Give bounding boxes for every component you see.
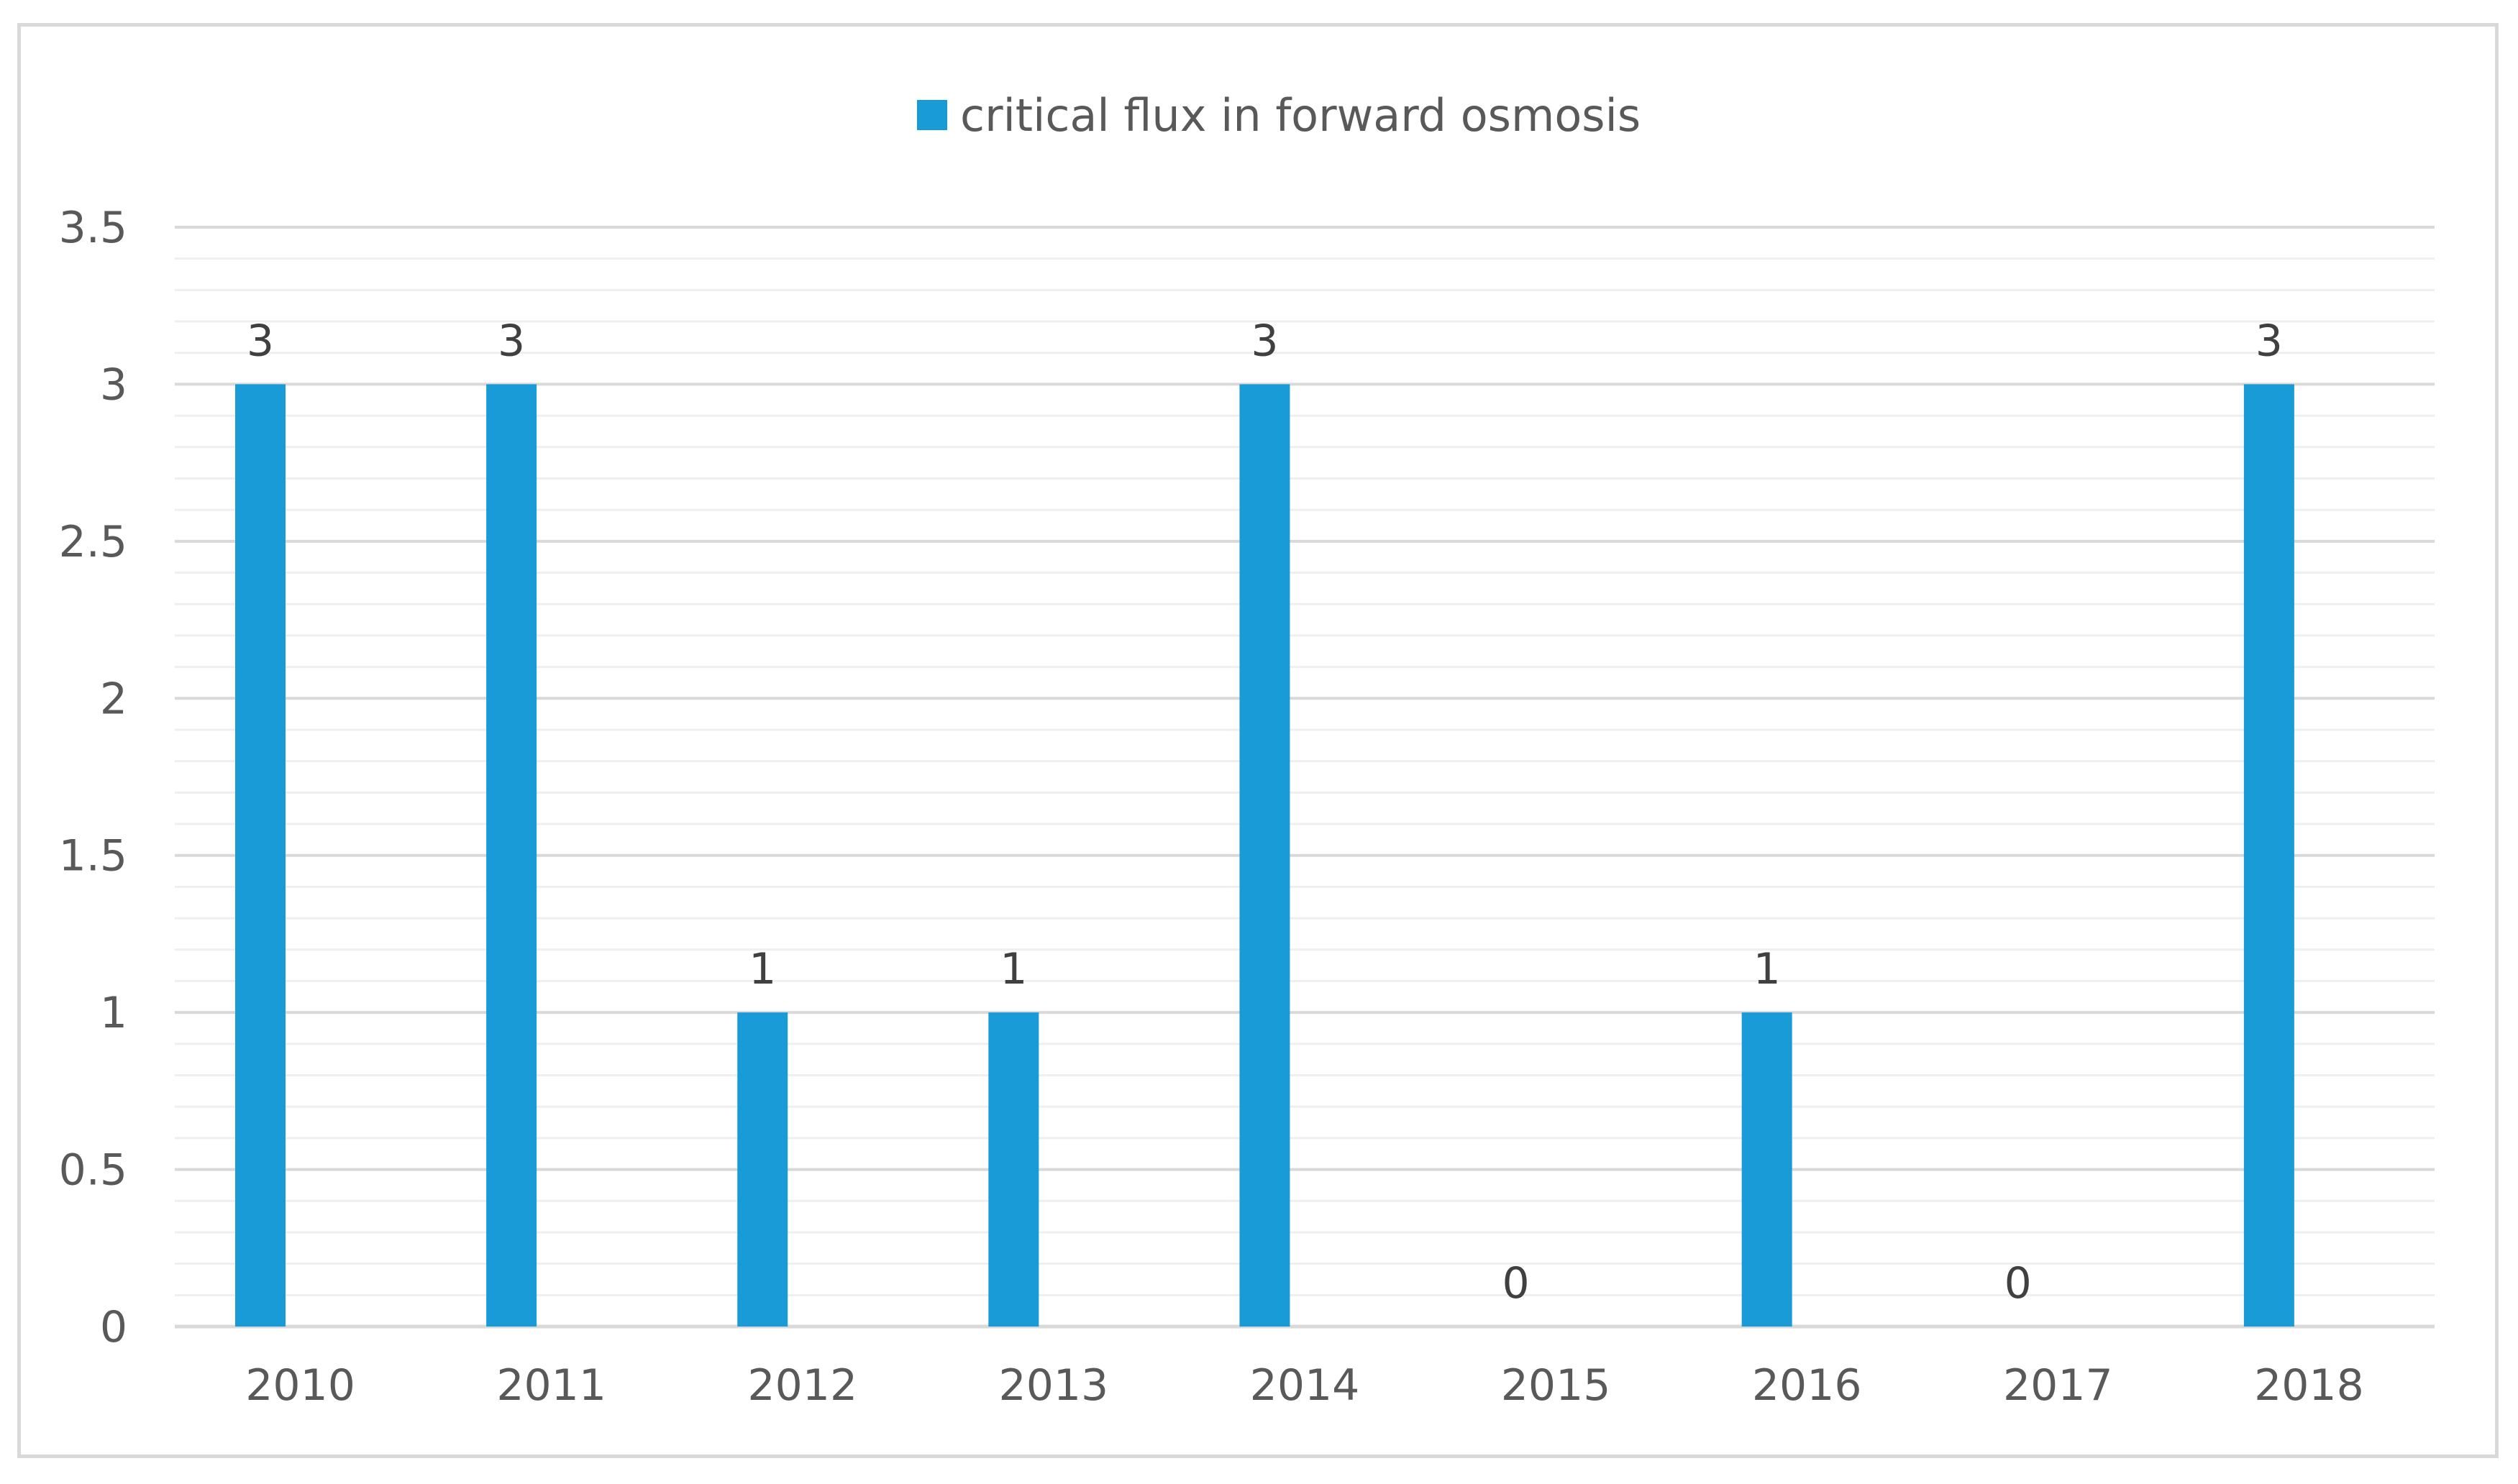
bar-2014 [1239,384,1290,1327]
data-label-2013: 1 [1000,944,1027,994]
data-labels: 3 3 1 1 3 0 1 0 3 [247,316,2283,1309]
data-label-2018: 3 [2255,316,2283,366]
x-axis-tick-labels: 2010 2011 2012 2013 2014 2015 2016 2017 2018 [245,1360,2364,1411]
x-tick-label-2015: 2015 [1501,1360,1611,1411]
y-tick-label: 2.5 [59,517,127,567]
bar-2011 [486,384,537,1327]
legend-label-critical-flux: critical flux in forward osmosis [960,89,1641,142]
x-tick-label-2018: 2018 [2254,1360,2364,1411]
y-tick-label: 0 [100,1302,127,1352]
x-tick-label-2012: 2012 [747,1360,857,1411]
bar-2016 [1741,1012,1792,1327]
y-tick-label: 3.5 [59,203,127,253]
y-axis-tick-labels: 0 0.5 1 1.5 2 2.5 3 3.5 [59,203,127,1352]
data-label-2017: 0 [2004,1258,2032,1309]
bar-2010 [235,384,286,1327]
data-label-2011: 3 [498,316,525,366]
bar-2018 [2243,384,2294,1327]
legend: critical flux in forward osmosis [917,89,1641,142]
bar-2012 [737,1012,788,1327]
y-tick-label: 1.5 [59,831,127,881]
major-gridlines [175,226,2435,1329]
y-tick-label: 1 [100,988,127,1038]
legend-swatch-critical-flux [917,100,947,130]
x-tick-label-2011: 2011 [496,1360,606,1411]
x-tick-label-2017: 2017 [2003,1360,2113,1411]
x-tick-label-2010: 2010 [245,1360,355,1411]
data-label-2010: 3 [247,316,274,366]
data-label-2014: 3 [1251,316,1278,366]
y-tick-label: 0.5 [59,1145,127,1196]
data-label-2015: 0 [1502,1258,1529,1309]
data-label-2012: 1 [749,944,776,994]
bar-2013 [988,1012,1039,1327]
x-tick-label-2016: 2016 [1752,1360,1862,1411]
bar-series [235,384,2294,1327]
data-label-2016: 1 [1753,944,1781,994]
x-tick-label-2014: 2014 [1250,1360,1360,1411]
minor-gridlines [175,257,2435,1296]
y-tick-label: 3 [100,359,127,410]
x-tick-label-2013: 2013 [999,1360,1109,1411]
y-tick-label: 2 [100,674,127,724]
